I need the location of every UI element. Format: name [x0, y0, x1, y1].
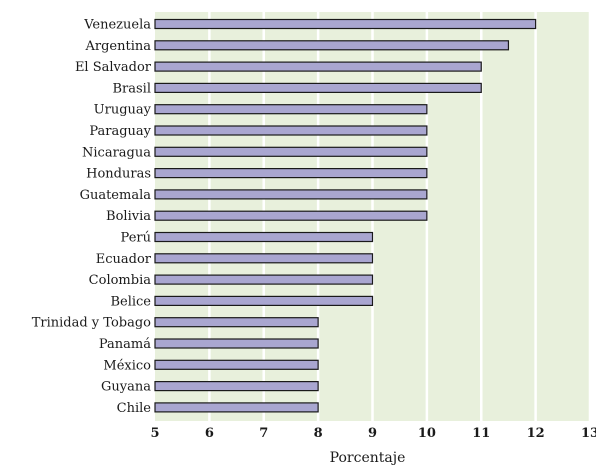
category-label: Honduras	[86, 167, 151, 182]
bar-9	[154, 210, 428, 221]
bar-10	[154, 231, 374, 243]
x-tick-label: 13	[581, 426, 596, 441]
x-tick-label: 8	[314, 426, 323, 441]
category-label: Uruguay	[94, 103, 152, 118]
category-label: Ecuador	[96, 252, 152, 267]
bar-13	[154, 295, 374, 306]
bar-12	[154, 274, 374, 285]
x-tick-label: 9	[368, 426, 377, 441]
bar-2	[154, 61, 482, 72]
bar-3	[154, 82, 482, 94]
bar-0	[154, 18, 537, 30]
category-label: Trinidad y Tobago	[32, 316, 151, 331]
x-tick-label: 11	[472, 426, 490, 441]
bars	[154, 18, 537, 413]
x-tick-label: 12	[527, 426, 545, 441]
category-label: Paraguay	[89, 124, 151, 139]
category-label: Colombia	[89, 273, 152, 288]
bar-17	[154, 381, 319, 392]
bar-16	[154, 359, 319, 370]
x-tick-label: 6	[205, 426, 214, 441]
bar-6	[154, 146, 428, 157]
category-label: Argentina	[85, 39, 152, 54]
category-label: Chile	[117, 401, 152, 416]
x-tick-label: 7	[259, 426, 268, 441]
bar-4	[154, 104, 428, 115]
x-tick-label: 5	[150, 426, 159, 441]
bar-14	[154, 317, 319, 328]
category-label: Guatemala	[80, 188, 152, 203]
category-label: El Salvador	[75, 60, 152, 75]
category-label: Perú	[121, 231, 151, 246]
x-axis-title: Porcentaje	[330, 450, 406, 466]
category-label: Nicaragua	[82, 145, 151, 160]
category-label: Guyana	[101, 380, 151, 395]
bar-8	[154, 189, 428, 200]
bar-18	[154, 402, 319, 413]
category-label: Bolivia	[106, 209, 151, 224]
category-label: Venezuela	[83, 18, 151, 33]
bar-11	[154, 253, 374, 264]
x-tick-label: 10	[418, 426, 436, 441]
bar-1	[154, 40, 510, 51]
bar-7	[154, 168, 428, 179]
category-label: Belice	[110, 294, 151, 309]
category-labels: Venezuela Argentina El Salvador Brasil Urugu…	[32, 18, 152, 416]
bar-5	[154, 125, 428, 136]
category-label: Brasil	[112, 81, 151, 96]
category-label: Panamá	[99, 337, 151, 352]
category-label: México	[103, 358, 151, 373]
x-tick-labels: 5 6 7 8 9 10 11 12 13	[150, 426, 596, 441]
bar-15	[154, 338, 319, 349]
